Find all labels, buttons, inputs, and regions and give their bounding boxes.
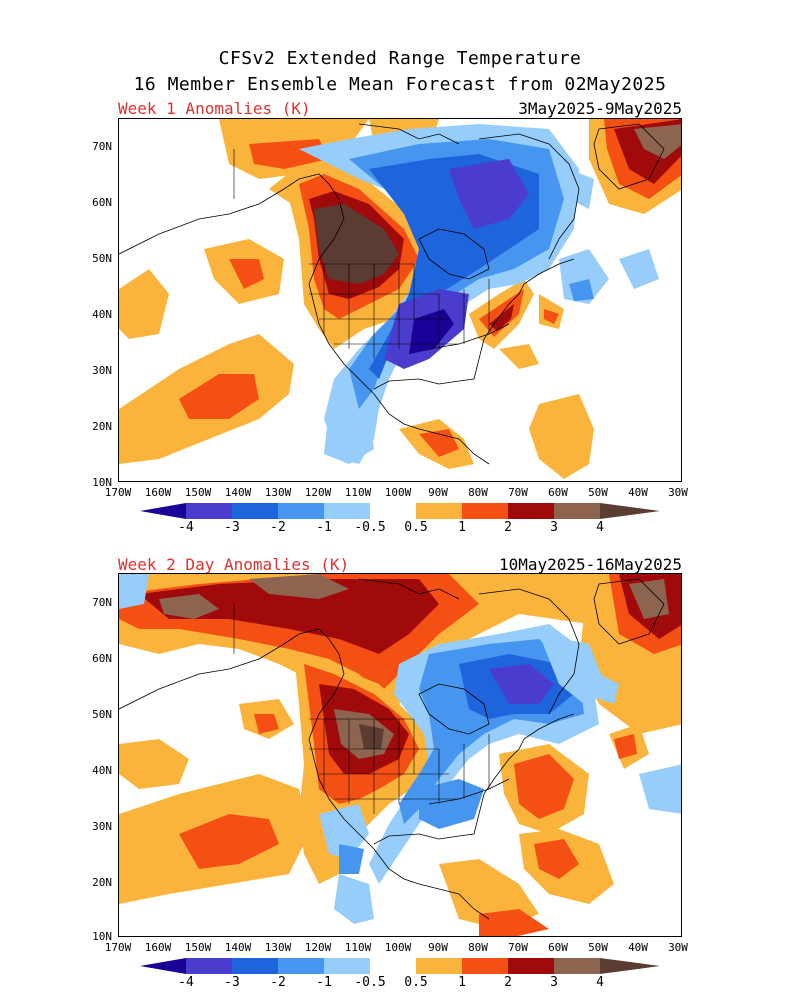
- lon-label: 30W: [668, 941, 688, 954]
- lon-label: 40W: [628, 486, 648, 499]
- lon-label: 160W: [144, 941, 172, 954]
- lat-label-40n: 40N: [92, 764, 112, 777]
- lon-label: 110W: [344, 486, 372, 499]
- colorbar-label: 4: [596, 520, 604, 535]
- lon-label: 160W: [144, 486, 172, 499]
- lon-label: 60W: [548, 486, 568, 499]
- lon-label: 90W: [428, 941, 448, 954]
- state-borders: [233, 149, 490, 359]
- colorbar-label: 3: [550, 520, 558, 535]
- lon-label: 120W: [304, 486, 332, 499]
- title-line-1: CFSv2 Extended Range Temperature: [218, 48, 582, 69]
- colorbar-label: -1: [316, 975, 332, 990]
- lon-label: 140W: [224, 486, 252, 499]
- colorbar-label: 3: [550, 975, 558, 990]
- colorbar-label: -3: [224, 520, 240, 535]
- colorbar-label: -0.5: [354, 520, 386, 535]
- panel-2-dates: 10May2025-16May2025: [498, 555, 682, 574]
- colorbar-label: -0.5: [354, 975, 386, 990]
- lat-label-50n: 50N: [92, 252, 112, 265]
- lon-label: 70W: [508, 941, 528, 954]
- title-line-2: 16 Member Ensemble Mean Forecast from 02…: [133, 74, 667, 95]
- lon-label: 170W: [104, 486, 132, 499]
- colorbar-label: 1: [458, 520, 466, 535]
- state-borders: [233, 604, 490, 814]
- lon-label: 30W: [668, 486, 688, 499]
- lat-label-70n: 70N: [92, 596, 112, 609]
- colorbar-label: 2: [504, 975, 512, 990]
- lat-label-40n: 40N: [92, 308, 112, 321]
- lat-label-30n: 30N: [92, 364, 112, 377]
- lat-label-60n: 60N: [92, 652, 112, 665]
- lon-label: 60W: [548, 941, 568, 954]
- warm-anomaly-fills: [119, 574, 681, 936]
- lon-label: 80W: [468, 486, 488, 499]
- lon-label: 50W: [588, 941, 608, 954]
- lon-label: 100W: [384, 941, 412, 954]
- lon-label: 70W: [508, 486, 528, 499]
- colorbar-label: -2: [270, 975, 286, 990]
- colorbar-label: -4: [178, 520, 194, 535]
- lat-label-50n: 50N: [92, 708, 112, 721]
- lon-label: 120W: [304, 941, 332, 954]
- lon-label: 130W: [264, 941, 292, 954]
- lon-label: 110W: [344, 941, 372, 954]
- coastlines: [119, 578, 665, 920]
- panel-2-label: Week 2 Day Anomalies (K): [118, 555, 350, 574]
- lon-label: 170W: [104, 941, 132, 954]
- colorbar-label: -3: [224, 975, 240, 990]
- lon-label: 90W: [428, 486, 448, 499]
- lat-label-30n: 30N: [92, 820, 112, 833]
- lat-label-10n: 10N: [92, 476, 112, 489]
- colorbar-label: 0.5: [404, 975, 428, 990]
- coastlines: [119, 123, 665, 465]
- lon-label: 100W: [384, 486, 412, 499]
- colorbar-label: -4: [178, 975, 194, 990]
- lat-label-70n: 70N: [92, 140, 112, 153]
- colorbar-label: 0.5: [404, 520, 428, 535]
- warm-anomaly-fills: [119, 119, 681, 479]
- lon-label: 40W: [628, 941, 648, 954]
- colorbar-2: [140, 958, 660, 974]
- panel-1-dates: 3May2025-9May2025: [518, 99, 682, 118]
- lon-label: 130W: [264, 486, 292, 499]
- colorbar-label: 1: [458, 975, 466, 990]
- week1-anomaly-map: [118, 118, 682, 482]
- lat-label-60n: 60N: [92, 196, 112, 209]
- lon-label: 50W: [588, 486, 608, 499]
- panel-1-lon-labels: 170W 160W 150W 140W 130W 120W 110W 100W …: [0, 486, 800, 500]
- lat-label-20n: 20N: [92, 876, 112, 889]
- lon-label: 140W: [224, 941, 252, 954]
- panel-2-lon-labels: 170W 160W 150W 140W 130W 120W 110W 100W …: [0, 941, 800, 955]
- colorbar-1-labels: -4 -3 -2 -1 -0.5 0.5 1 2 3 4: [0, 520, 800, 536]
- colorbar-2-labels: -4 -3 -2 -1 -0.5 0.5 1 2 3 4: [0, 975, 800, 991]
- colorbar-label: -1: [316, 520, 332, 535]
- colorbar-1: [140, 503, 660, 519]
- colorbar-label: -2: [270, 520, 286, 535]
- week2-anomaly-map: [118, 573, 682, 937]
- colorbar-label: 2: [504, 520, 512, 535]
- panel-1-label: Week 1 Anomalies (K): [118, 99, 311, 118]
- lon-label: 150W: [184, 486, 212, 499]
- lat-label-10n: 10N: [92, 930, 112, 943]
- colorbar-label: 4: [596, 975, 604, 990]
- lat-label-20n: 20N: [92, 420, 112, 433]
- lon-label: 80W: [468, 941, 488, 954]
- lon-label: 150W: [184, 941, 212, 954]
